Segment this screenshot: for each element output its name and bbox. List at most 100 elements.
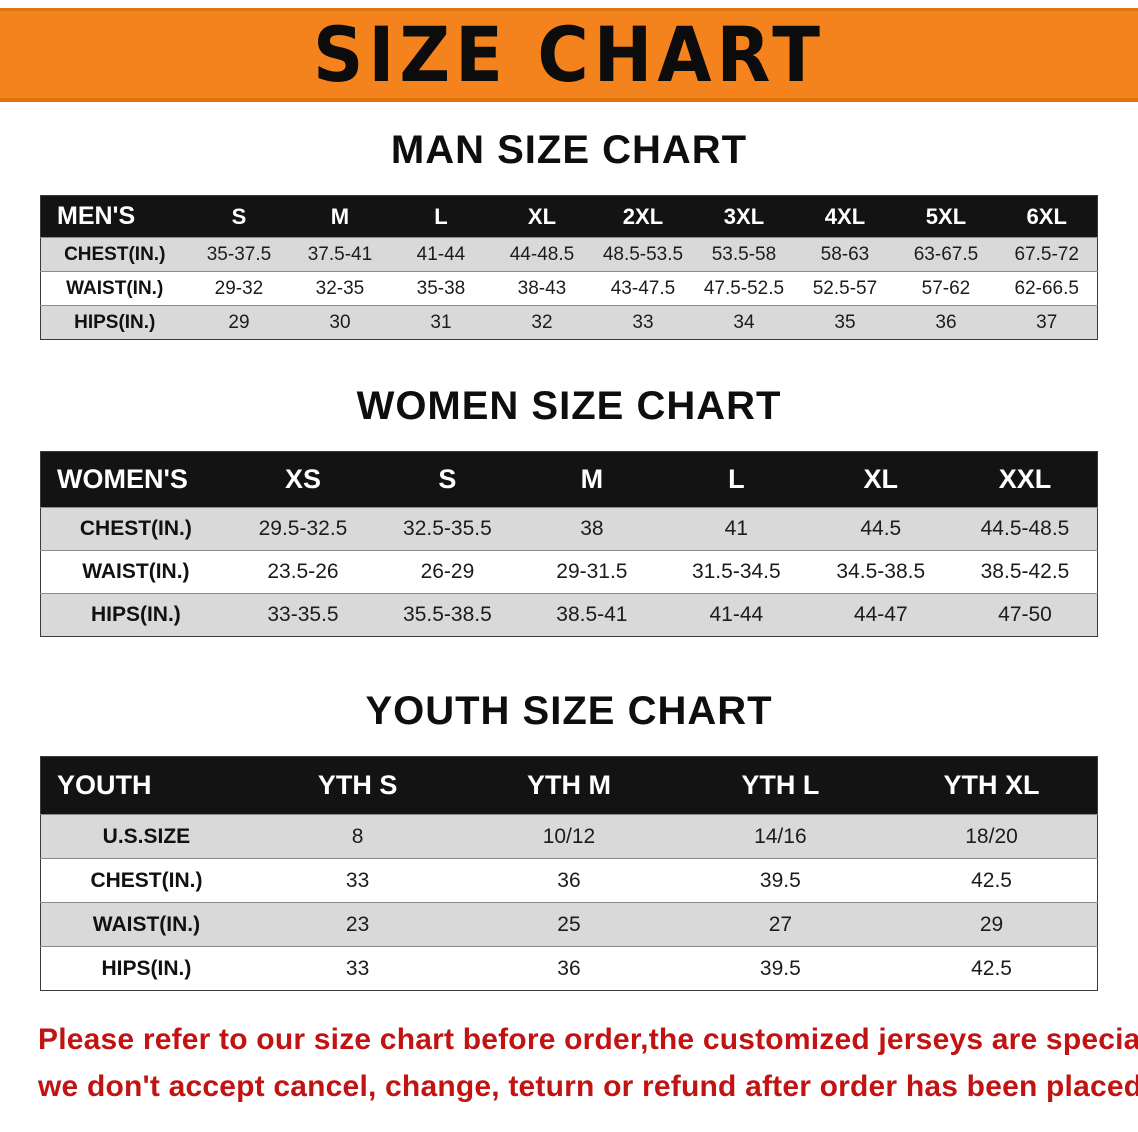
man-size-chart-section: MAN SIZE CHART MEN'S S M L XL 2XL 3XL 4XL 5XL 6XL… (0, 128, 1138, 340)
measurement-value: 34 (693, 305, 795, 340)
womens-size-table: WOMEN'S XS S M L XL XXL CHEST(IN.) 29.5-32.5 32.5… (40, 451, 1098, 637)
mens-size-table: MEN'S S M L XL 2XL 3XL 4XL 5XL 6XL CHEST(IN.) 35-37… (40, 195, 1098, 340)
measurement-label: WAIST(IN.) (40, 271, 189, 306)
table-header-row: MEN'S S M L XL 2XL 3XL 4XL 5XL 6XL (40, 195, 1098, 238)
notice-line-1: Please refer to our size chart before or… (38, 1023, 1138, 1056)
measurement-value: 36 (463, 946, 675, 991)
measurement-value: 38.5-41 (519, 593, 665, 637)
measurement-label: U.S.SIZE (40, 814, 252, 859)
measurement-value: 42.5 (886, 946, 1098, 991)
table-row: HIPS(IN.) 33-35.5 35.5-38.5 38.5-41 41-44 44-… (40, 593, 1098, 637)
measurement-value: 44-48.5 (491, 237, 593, 272)
page-title: SIZE CHART (312, 10, 826, 99)
order-notice: Please refer to our size chart before or… (38, 1017, 1138, 1110)
measurement-value: 39.5 (674, 946, 887, 991)
measurement-value: 47-50 (953, 593, 1098, 637)
size-column-header: YTH M (463, 756, 675, 815)
measurement-value: 33 (592, 305, 694, 340)
measurement-value: 52.5-57 (794, 271, 896, 306)
measurement-label: WAIST(IN.) (40, 902, 252, 947)
measurement-value: 33 (251, 858, 464, 903)
measurement-value: 33 (251, 946, 464, 991)
women-size-chart-heading: WOMEN SIZE CHART (356, 384, 782, 428)
measurement-value: 36 (895, 305, 997, 340)
measurement-label: WAIST(IN.) (40, 550, 231, 594)
measurement-value: 37.5-41 (289, 237, 391, 272)
measurement-value: 38-43 (491, 271, 593, 306)
size-column-header: XS (230, 451, 376, 508)
size-column-header: S (188, 195, 290, 238)
measurement-label: CHEST(IN.) (40, 237, 189, 272)
measurement-value: 57-62 (895, 271, 997, 306)
measurement-value: 10/12 (463, 814, 675, 859)
measurement-value: 31 (390, 305, 492, 340)
size-column-header: 4XL (794, 195, 896, 238)
youth-size-table: YOUTH YTH S YTH M YTH L YTH XL U.S.SIZE 8 10/12… (40, 756, 1098, 991)
size-column-header: YTH S (251, 756, 464, 815)
man-size-chart-heading: MAN SIZE CHART (390, 128, 748, 172)
measurement-value: 62-66.5 (996, 271, 1098, 306)
size-column-header: 6XL (996, 195, 1098, 238)
measurement-value: 29.5-32.5 (230, 507, 376, 551)
measurement-value: 32.5-35.5 (375, 507, 520, 551)
table-row: WAIST(IN.) 29-32 32-35 35-38 38-43 43-47.5 47.… (40, 271, 1098, 306)
measurement-value: 53.5-58 (693, 237, 795, 272)
table-group-label: MEN'S (40, 195, 189, 238)
womens-table: WOMEN'S XS S M L XL XXL CHEST(IN.) 29.5-32.5 32.5… (40, 451, 1098, 637)
measurement-value: 47.5-52.5 (693, 271, 795, 306)
size-column-header: XL (491, 195, 593, 238)
measurement-value: 58-63 (794, 237, 896, 272)
measurement-value: 23 (251, 902, 464, 947)
measurement-value: 31.5-34.5 (664, 550, 809, 594)
measurement-value: 32-35 (289, 271, 391, 306)
size-column-header: 3XL (693, 195, 795, 238)
notice-line-2: we don't accept cancel, change, teturn o… (38, 1069, 1138, 1103)
measurement-label: HIPS(IN.) (40, 593, 231, 637)
measurement-value: 32 (491, 305, 593, 340)
measurement-value: 29 (886, 902, 1098, 947)
measurement-value: 41 (664, 507, 809, 551)
table-header-row: WOMEN'S XS S M L XL XXL (40, 451, 1098, 508)
size-column-header: L (664, 451, 809, 508)
measurement-value: 27 (674, 902, 887, 947)
measurement-value: 38.5-42.5 (953, 550, 1098, 594)
size-column-header: M (289, 195, 391, 238)
size-column-header: 5XL (895, 195, 997, 238)
table-row: WAIST(IN.) 23 25 27 29 (40, 902, 1098, 947)
size-column-header: XL (808, 451, 954, 508)
measurement-value: 44.5 (808, 507, 954, 551)
measurement-value: 34.5-38.5 (808, 550, 954, 594)
measurement-value: 63-67.5 (895, 237, 997, 272)
measurement-value: 48.5-53.5 (592, 237, 694, 272)
youth-size-chart-section: YOUTH SIZE CHART YOUTH YTH S YTH M YTH L YTH… (0, 689, 1138, 991)
measurement-value: 29 (188, 305, 290, 340)
measurement-value: 43-47.5 (592, 271, 694, 306)
measurement-value: 44.5-48.5 (953, 507, 1098, 551)
measurement-value: 37 (996, 305, 1098, 340)
measurement-value: 42.5 (886, 858, 1098, 903)
table-row: U.S.SIZE 8 10/12 14/16 18/20 (40, 814, 1098, 859)
measurement-value: 67.5-72 (996, 237, 1098, 272)
measurement-value: 26-29 (375, 550, 520, 594)
youth-size-table-wrap: YOUTH YTH S YTH M YTH L YTH XL U.S.SIZE 8 10/12… (40, 756, 1098, 991)
measurement-value: 30 (289, 305, 391, 340)
table-group-label: WOMEN'S (40, 451, 231, 508)
measurement-value: 44-47 (808, 593, 954, 637)
measurement-label: HIPS(IN.) (40, 946, 252, 991)
size-column-header: XXL (953, 451, 1098, 508)
measurement-label: CHEST(IN.) (40, 858, 252, 903)
table-row: HIPS(IN.) 29 30 31 32 33 34 35 36 37 (40, 305, 1098, 340)
table-row: CHEST(IN.) 35-37.5 37.5-41 41-44 44-48.5 48.5… (40, 237, 1098, 272)
measurement-value: 29-32 (188, 271, 290, 306)
size-column-header: M (519, 451, 665, 508)
measurement-value: 36 (463, 858, 675, 903)
table-group-label: YOUTH (40, 756, 252, 815)
size-column-header: L (390, 195, 492, 238)
size-column-header: S (375, 451, 520, 508)
measurement-value: 25 (463, 902, 675, 947)
size-chart-banner: SIZE CHART (0, 8, 1138, 102)
youth-table: YOUTH YTH S YTH M YTH L YTH XL U.S.SIZE 8 10/12… (40, 756, 1098, 991)
mens-size-table-wrap: MEN'S S M L XL 2XL 3XL 4XL 5XL 6XL CHEST(IN.) 35-37… (40, 195, 1098, 340)
measurement-value: 39.5 (674, 858, 887, 903)
